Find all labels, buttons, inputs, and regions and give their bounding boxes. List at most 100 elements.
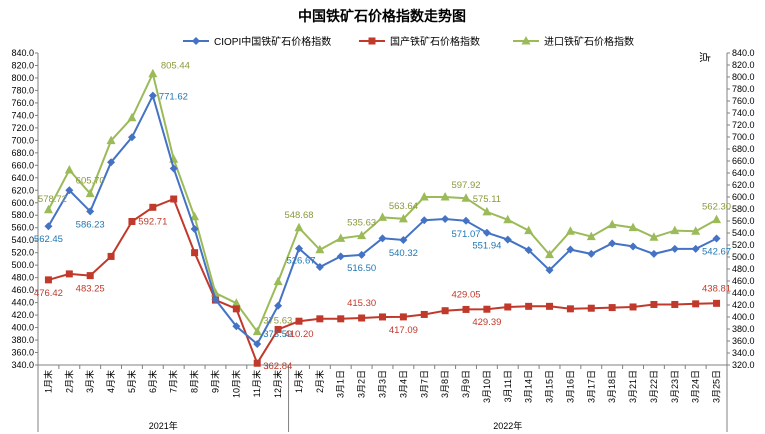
y-tick-left-label: 540.0 (11, 235, 34, 245)
data-point-triangle (106, 135, 116, 145)
x-tick-label: 3月末 (84, 370, 95, 393)
x-tick-label: 3月22日 (649, 370, 659, 403)
x-tick-label: 3月2日 (357, 370, 367, 398)
data-label: 429.05 (451, 289, 480, 300)
data-point-square (128, 217, 136, 225)
y-tick-right-label: 440.0 (732, 288, 755, 298)
data-point-square (337, 315, 345, 323)
data-point-diamond (65, 186, 74, 195)
data-point-triangle (294, 222, 304, 232)
y-tick-left-label: 500.0 (11, 260, 34, 270)
y-tick-left-label: 780.0 (11, 85, 34, 95)
x-tick-label: 8月末 (189, 370, 200, 393)
data-point-triangle (440, 192, 450, 201)
x-group-label: 2022年 (493, 420, 522, 431)
y-tick-left-label: 420.0 (11, 310, 34, 320)
y-tick-right-label: 360.0 (732, 336, 755, 346)
y-tick-right-label: 840.0 (732, 48, 755, 58)
data-point-square (504, 303, 512, 311)
data-point-square (191, 249, 199, 257)
data-point-diamond (86, 207, 95, 216)
y-tick-left-label: 340.0 (11, 360, 34, 370)
x-tick-label: 3月24日 (691, 370, 701, 403)
x-tick-label: 9月末 (209, 370, 220, 393)
x-tick-label: 11月末 (251, 370, 262, 397)
data-label: 417.09 (389, 325, 418, 336)
y-tick-right-label: 680.0 (732, 144, 755, 154)
data-point-diamond (399, 236, 408, 245)
legend-label: CIOPI中国铁矿石价格指数 (214, 35, 331, 48)
data-point-square (671, 300, 679, 308)
y-tick-right-label: 460.0 (732, 276, 755, 286)
data-label: 429.39 (472, 317, 501, 328)
y-tick-left-label: 580.0 (11, 210, 34, 220)
data-point-diamond (587, 249, 596, 258)
data-point-diamond (670, 244, 679, 253)
data-point-diamond (524, 246, 533, 255)
data-point-square (86, 272, 94, 280)
x-tick-label: 6月末 (147, 370, 158, 393)
data-label: 438.81 (702, 283, 731, 294)
y-tick-left-label: 740.0 (11, 110, 34, 120)
data-label: 540.32 (389, 248, 418, 259)
x-tick-label: 4月末 (105, 370, 116, 393)
data-point-diamond (378, 234, 387, 243)
data-point-diamond (44, 222, 53, 231)
x-group-label: 2021年 (149, 420, 178, 431)
data-point-square (379, 313, 386, 321)
y-tick-left-label: 460.0 (11, 285, 34, 295)
data-label: 415.30 (347, 298, 376, 309)
data-label: 575.11 (473, 194, 501, 205)
y-tick-right-label: 740.0 (732, 108, 755, 118)
chart-title: 中国铁矿石价格指数走势图 (298, 8, 466, 24)
data-label: 597.92 (451, 180, 480, 191)
data-point-triangle (357, 230, 367, 240)
y-tick-left-label: 560.0 (11, 223, 34, 233)
data-point-square (420, 310, 428, 318)
data-label: 805.44 (161, 61, 190, 72)
data-label: 771.62 (159, 92, 188, 103)
data-label: 563.64 (389, 201, 418, 212)
data-label: 571.07 (451, 229, 480, 240)
y-tick-left-label: 480.0 (11, 273, 34, 283)
data-point-diamond (629, 242, 638, 251)
data-point-diamond (462, 216, 471, 225)
y-tick-right-label: 640.0 (732, 168, 755, 178)
y-tick-right-label: 520.0 (732, 240, 755, 250)
data-point-square (274, 325, 282, 333)
legend-label: 国产铁矿石价格指数 (390, 35, 480, 48)
y-tick-right-label: 780.0 (732, 84, 755, 94)
data-label: 605.70 (76, 176, 105, 187)
data-point-diamond (169, 164, 178, 173)
data-point-square (608, 304, 616, 312)
data-label: 526.67 (286, 256, 315, 267)
data-point-diamond (190, 224, 199, 233)
data-point-diamond (420, 216, 429, 225)
data-label: 535.63 (347, 218, 376, 229)
y-tick-right-label: 340.0 (732, 348, 755, 358)
data-point-triangle (586, 231, 596, 241)
data-point-triangle (607, 219, 617, 229)
y-tick-right-label: 760.0 (732, 96, 755, 106)
data-point-diamond (503, 235, 512, 244)
data-point-triangle (628, 222, 638, 232)
y-tick-right-label: 420.0 (732, 300, 755, 310)
data-point-square (483, 305, 491, 313)
x-tick-label: 3月1日 (336, 370, 346, 398)
x-tick-label: 3月7日 (419, 370, 429, 398)
data-point-triangle (521, 36, 531, 45)
data-point-diamond (253, 340, 262, 349)
data-point-diamond (107, 158, 116, 167)
data-point-square (44, 276, 52, 284)
data-point-square (65, 270, 73, 278)
data-point-square (587, 304, 595, 312)
data-point-square (692, 300, 700, 308)
axes: 340.0 360.0 380.0 400.0 420.0 440.0 460.0 480.0… (11, 48, 755, 432)
data-point-square (170, 195, 178, 203)
data-point-square (368, 37, 376, 45)
y-tick-right-label: 500.0 (732, 252, 755, 262)
data-point-diamond (691, 244, 700, 253)
data-point-triangle (252, 326, 262, 336)
data-label: 362.84 (263, 361, 292, 372)
y-tick-left-label: 380.0 (11, 335, 34, 345)
